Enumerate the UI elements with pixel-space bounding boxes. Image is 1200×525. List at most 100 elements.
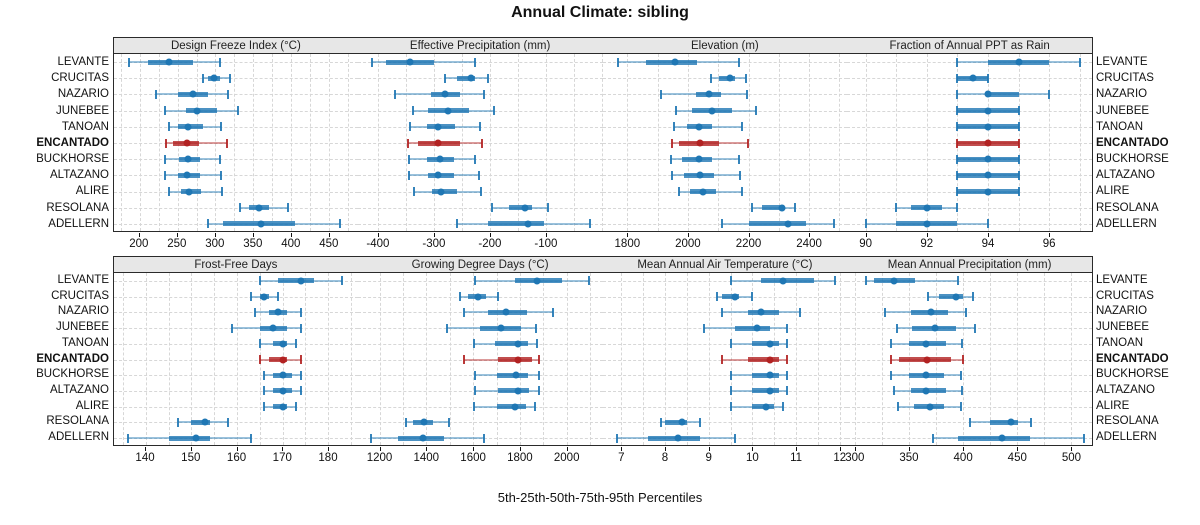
whisker-cap [739, 170, 742, 180]
whisker-cap [794, 203, 797, 213]
axis-tick [796, 447, 798, 451]
iqr-band-25-75 [752, 388, 779, 394]
axis-tick [290, 233, 292, 237]
whisker-cap [864, 276, 867, 286]
gridline-v [854, 273, 856, 445]
whisker-cap [956, 203, 959, 213]
median-dot [952, 293, 960, 301]
gridline-v [621, 273, 623, 445]
gridline-v [926, 54, 928, 231]
whisker-cap [1083, 433, 1086, 443]
whisker-cap [755, 106, 758, 116]
median-dot [923, 220, 931, 228]
gridline-h [357, 422, 603, 424]
iqr-band-25-75 [957, 435, 1031, 441]
iqr-band-25-75 [508, 205, 532, 211]
whisker-cap [164, 154, 167, 164]
median-dot [984, 107, 992, 115]
whisker-cap [479, 187, 482, 197]
axis-tick-label: 90 [859, 238, 872, 250]
gridline-v [310, 54, 312, 231]
median-dot [474, 293, 482, 301]
gridline-v [573, 54, 575, 231]
site-label: TANOAN [1096, 120, 1144, 133]
gridline-h [847, 223, 1092, 225]
median-dot [923, 356, 931, 363]
axis-tick-label: 300 [845, 452, 865, 464]
axis-tick [809, 233, 811, 237]
whisker-cap [1048, 89, 1051, 99]
whisker-cap [176, 417, 179, 427]
axis-tick [138, 233, 140, 237]
whisker-cap [744, 73, 747, 83]
median-dot [524, 220, 532, 228]
whisker-cap [786, 339, 789, 349]
gridline-v [139, 54, 141, 231]
percentiles-caption: 5th-25th-50th-75th-95th Percentiles [497, 490, 703, 505]
whisker-cap [537, 355, 540, 364]
median-dot [984, 139, 992, 147]
site-label: ENCANTADO [36, 136, 109, 149]
iqr-band-25-75 [721, 294, 740, 300]
gridline-h [847, 390, 1092, 392]
whisker-cap [287, 203, 290, 213]
gridline-v [839, 54, 841, 231]
gridline-v [461, 54, 463, 231]
whisker-cap [340, 276, 343, 286]
median-dot [521, 204, 529, 212]
axis-tick [865, 233, 867, 237]
gridline-h [357, 438, 603, 440]
median-dot [766, 387, 774, 395]
site-label: LEVANTE [1096, 274, 1148, 286]
gridline-h [847, 62, 1092, 64]
site-label: ENCANTADO [36, 352, 109, 365]
whisker-cap [746, 89, 749, 99]
whisker-cap [588, 219, 591, 229]
axis-tick-label: 96 [1042, 238, 1056, 250]
median-dot [420, 418, 428, 426]
gridline-h [357, 207, 603, 209]
gridline-v [291, 54, 293, 231]
site-label: NAZARIO [57, 305, 109, 318]
site-label: LEVANTE [57, 274, 109, 286]
panel-plot [113, 54, 359, 232]
whisker-cap [1078, 57, 1081, 67]
axis-tick [752, 447, 754, 451]
gridline-h [114, 406, 358, 408]
site-label: RESOLANA [1096, 415, 1159, 428]
whisker-cap [709, 73, 712, 83]
axis-tick-label: 94 [981, 238, 995, 250]
gridline-v [708, 273, 710, 445]
axis-tick-label: 92 [920, 238, 934, 250]
axis-tick [708, 447, 710, 451]
median-dot [279, 340, 287, 348]
median-dot [502, 308, 510, 316]
axis-tick [252, 233, 254, 237]
whisker-cap [455, 219, 458, 229]
gridline-h [847, 328, 1092, 330]
gridline-v [664, 273, 666, 445]
site-label: ALIRE [1096, 185, 1130, 198]
site-label: BUCKHORSE [1096, 153, 1169, 166]
whisker-cap [698, 417, 701, 427]
median-dot [436, 155, 444, 163]
median-dot [708, 107, 716, 115]
axis-tick [377, 233, 379, 237]
whisker-cap [1017, 138, 1020, 148]
axis-tick [627, 233, 629, 237]
median-dot [678, 418, 686, 426]
gridline-h [114, 207, 358, 209]
median-dot [210, 74, 218, 82]
x-axis: 140 150 160 170 180 [113, 447, 358, 465]
median-dot [441, 90, 449, 98]
median-dot [969, 74, 977, 82]
axis-tick-label: 7 [618, 452, 625, 464]
gridline-h [847, 343, 1092, 345]
gridline-h [602, 62, 848, 64]
whisker-cap [659, 417, 662, 427]
gridline-v [545, 54, 547, 231]
axis-tick [566, 447, 568, 451]
whisker-cap [670, 154, 673, 164]
axis-tick-label: 350 [899, 452, 919, 464]
